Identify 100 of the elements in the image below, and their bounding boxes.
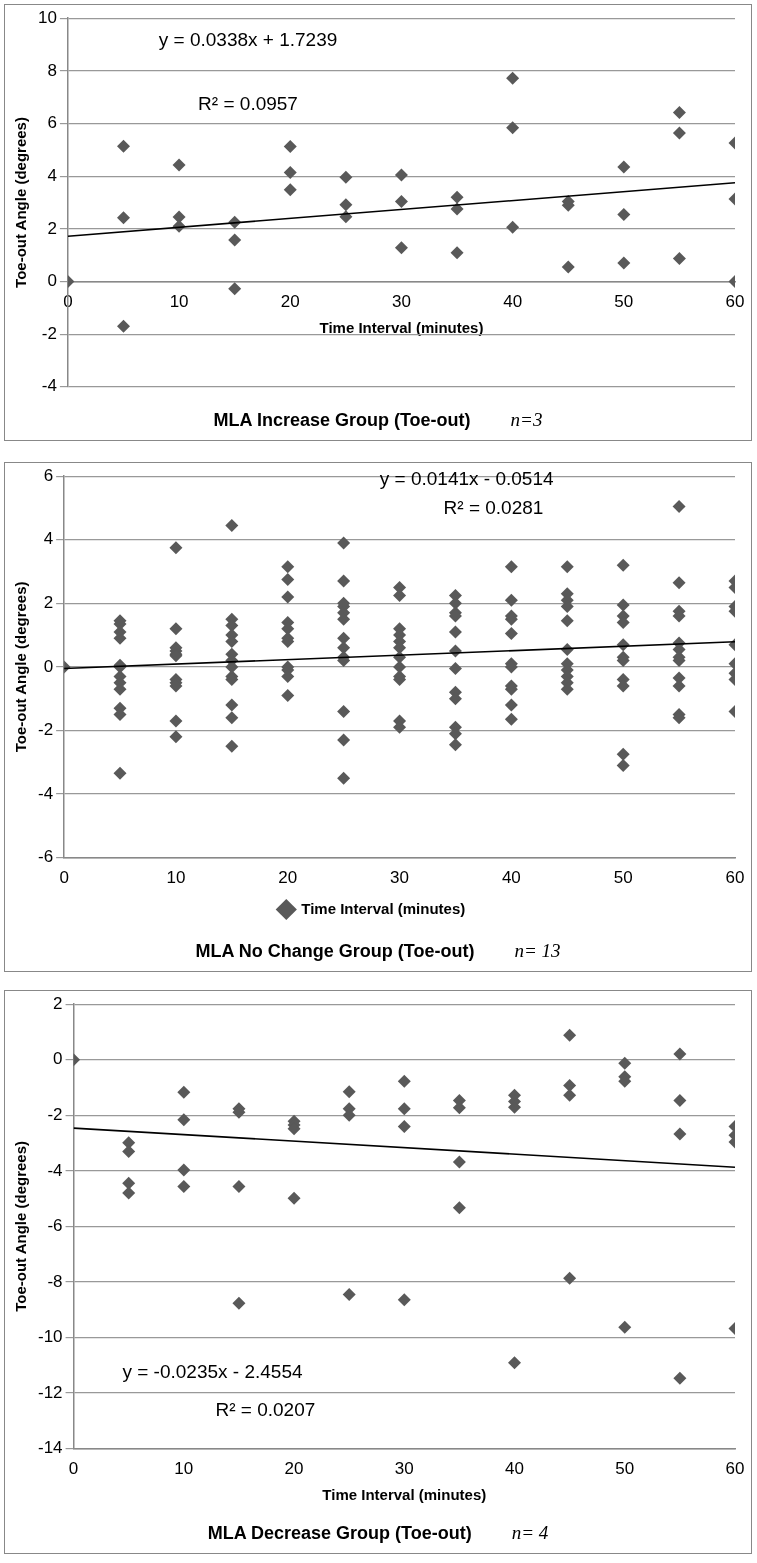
x-tick-label: 30 (391, 292, 411, 312)
point (673, 1127, 687, 1141)
point (177, 1179, 191, 1193)
point (450, 190, 464, 204)
point (122, 1186, 136, 1200)
point (617, 256, 631, 270)
y-tick-label: 6 (43, 465, 54, 485)
annotation: y = 0.0338x + 1.7239 (158, 28, 338, 50)
x-tick-label: 20 (280, 292, 300, 312)
y-tick-label: -8 (47, 1271, 63, 1291)
point (232, 1179, 246, 1193)
point (672, 252, 686, 266)
y-tick-label: -2 (47, 1104, 63, 1124)
point (508, 1356, 522, 1370)
x-tick-label: 40 (501, 868, 521, 888)
text: n= 13 (514, 940, 561, 962)
y-tick-label: 2 (47, 218, 57, 238)
point (394, 241, 408, 255)
y-tick-label: -2 (41, 323, 57, 343)
x-tick-label: 40 (503, 292, 523, 312)
annotation: R² = 0.0207 (215, 1399, 316, 1421)
y-axis-title: Toe-out Angle (degrees) (12, 581, 30, 753)
x-tick-label: 20 (284, 1459, 304, 1479)
text: MLA Decrease Group (Toe-out) (207, 1522, 472, 1544)
point (563, 1028, 577, 1042)
annotation: R² = 0.0281 (443, 496, 544, 518)
point (397, 1119, 411, 1133)
x-tick-label: 30 (390, 868, 410, 888)
point (397, 1102, 411, 1116)
text: n=3 (510, 409, 543, 431)
y-axis-title: Toe-out Angle (degrees) (12, 117, 30, 288)
text: n= 4 (511, 1522, 549, 1544)
point (506, 121, 520, 135)
y-tick-label: -12 (37, 1382, 63, 1402)
point (672, 126, 686, 140)
y-tick-label: 0 (47, 271, 57, 291)
point (450, 246, 464, 260)
point (177, 1085, 191, 1099)
point (172, 158, 186, 172)
point (283, 183, 297, 197)
y-tick-label: -6 (47, 1216, 63, 1236)
point (561, 260, 575, 274)
y-tick-label: 2 (53, 993, 63, 1013)
point (342, 1287, 356, 1301)
x-tick-label: 60 (725, 292, 745, 312)
point (177, 1113, 191, 1127)
point (117, 319, 130, 333)
annotation: y = 0.0141x - 0.0514 (379, 468, 554, 490)
y-tick-label: -10 (37, 1327, 63, 1347)
point (563, 1088, 577, 1102)
y-tick-label: -14 (37, 1438, 63, 1458)
y-tick-label: 8 (47, 60, 57, 80)
point (618, 1320, 632, 1334)
point (673, 1371, 687, 1385)
x-tick-label: 30 (394, 1459, 414, 1479)
x-tick-label: 40 (505, 1459, 524, 1479)
point (506, 71, 520, 85)
x-tick-label: 50 (613, 868, 633, 888)
point (506, 220, 520, 234)
x-tick-label: 10 (169, 292, 189, 312)
y-tick-label: -6 (37, 847, 54, 867)
point (122, 1136, 136, 1150)
x-tick-label: 10 (174, 1459, 194, 1479)
point (228, 282, 242, 296)
point (283, 165, 297, 179)
x-tick-label: 60 (725, 1459, 745, 1479)
point (232, 1296, 246, 1310)
text: MLA No Change Group (Toe-out) (195, 940, 475, 962)
y-tick-label: -2 (37, 720, 54, 740)
point (617, 160, 631, 174)
annotation: R² = 0.0957 (198, 93, 298, 115)
point (397, 1293, 411, 1307)
text: MLA Increase Group (Toe-out) (213, 409, 471, 431)
annotation: y = -0.0235x - 2.4554 (122, 1361, 303, 1383)
point (452, 1155, 466, 1169)
point (177, 1163, 191, 1177)
y-tick-label: -4 (37, 783, 54, 803)
point (673, 1047, 687, 1061)
y-tick-label: 0 (53, 1049, 63, 1069)
y-tick-label: 6 (47, 113, 57, 133)
point (342, 1085, 356, 1099)
point (287, 1191, 301, 1205)
point (617, 208, 631, 222)
x-tick-label: 50 (614, 292, 634, 312)
point (394, 194, 408, 208)
x-tick-label: 10 (166, 868, 186, 888)
point (283, 139, 297, 153)
x-axis-title: Time Interval (minutes) (322, 1486, 487, 1504)
point (117, 211, 130, 225)
y-axis-title: Toe-out Angle (degrees) (12, 1140, 30, 1312)
y-tick-label: 10 (37, 7, 57, 27)
y-tick-label: 0 (43, 656, 54, 676)
x-axis-title: Time Interval (minutes) (319, 319, 484, 337)
point (672, 105, 686, 119)
point (394, 168, 408, 182)
y-tick-label: -4 (47, 1160, 63, 1180)
point (117, 139, 130, 153)
x-tick-label: 50 (615, 1459, 635, 1479)
point (339, 198, 353, 212)
y-tick-label: -4 (41, 376, 57, 396)
